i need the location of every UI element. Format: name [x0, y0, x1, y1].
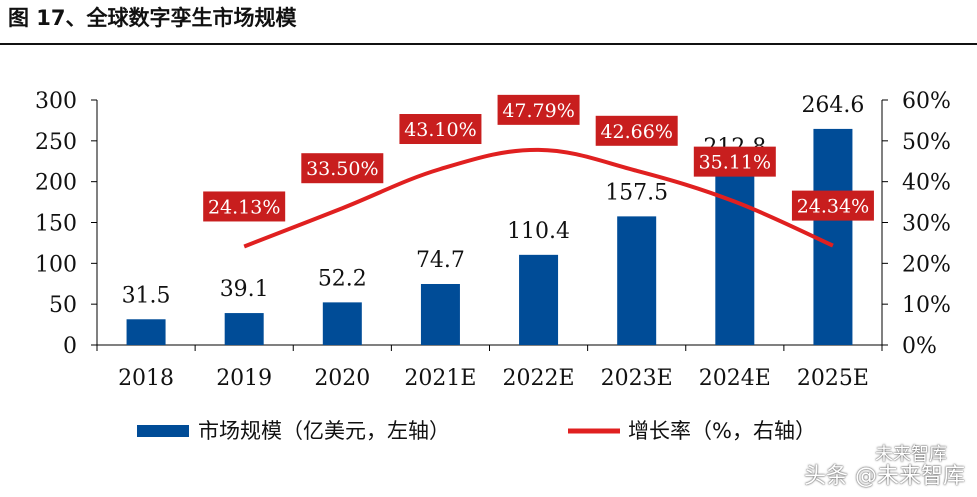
bar [322, 302, 362, 345]
bar-value-label: 74.7 [416, 248, 465, 273]
x-tick-label: 2019 [216, 366, 272, 391]
right-y-tick-label: 10% [902, 293, 951, 318]
bar-value-label: 110.4 [507, 219, 570, 244]
growth-label-box [399, 114, 482, 145]
bar-value-label: 157.5 [605, 180, 668, 205]
growth-line-series [243, 147, 834, 249]
watermark-main: 头条 @未来智库 [804, 464, 965, 489]
bar-value-label: 264.6 [801, 93, 864, 118]
bar-value-label: 31.5 [122, 283, 171, 308]
growth-line [243, 147, 834, 249]
growth-label-text: 47.79% [502, 100, 574, 122]
x-tick-label: 2020 [314, 366, 370, 391]
x-tick-label: 2018 [118, 366, 174, 391]
bar [420, 283, 460, 345]
left-y-tick-label: 0 [63, 334, 77, 359]
growth-label-box [693, 146, 776, 177]
growth-label-box [595, 115, 678, 146]
bar [224, 313, 264, 345]
growth-label-text: 43.10% [404, 119, 476, 141]
growth-label-box [301, 153, 384, 184]
left-y-tick-label: 200 [35, 171, 77, 196]
growth-label: 47.79% [497, 94, 580, 125]
growth-label: 35.11% [693, 146, 776, 177]
right-y-tick-label: 40% [902, 171, 951, 196]
x-tick-label: 2022E [503, 366, 575, 391]
growth-label-text: 33.50% [306, 158, 378, 180]
chart-axes: 0 50 100 150 200 250 300 0% 10% 20% 30% 40% 50% 60% [35, 89, 951, 359]
growth-label-box [791, 190, 874, 221]
watermark-top: 未来智库 [875, 444, 947, 465]
right-y-tick-label: 60% [902, 89, 951, 114]
left-y-tick-label: 100 [35, 252, 77, 277]
bar [519, 254, 559, 345]
legend-label-line: 增长率（%，右轴） [628, 419, 816, 443]
growth-label-box [497, 94, 580, 125]
page-title: 图 17、全球数字孪生市场规模 [8, 6, 297, 30]
growth-label-text: 24.34% [797, 196, 869, 218]
x-tick-label: 2024E [699, 366, 771, 391]
x-tick-label: 2023E [601, 366, 673, 391]
left-y-tick-label: 150 [35, 212, 77, 237]
legend-item-line: 增长率（%，右轴） [568, 419, 816, 443]
right-y-tick-label: 0% [902, 334, 937, 359]
left-y-tick-label: 50 [49, 293, 77, 318]
bar-value-label: 39.1 [220, 277, 269, 302]
x-tick-label: 2021E [404, 366, 476, 391]
bar [813, 128, 853, 345]
right-y-tick-label: 50% [902, 130, 951, 155]
x-axis-tick-labels: 2018 2019 2020 2021E 2022E 2023E 2024E 2025E [118, 366, 869, 391]
bar-value-label: 52.2 [318, 266, 367, 291]
growth-label-box [203, 191, 286, 222]
growth-label: 42.66% [595, 115, 678, 146]
growth-label: 24.13% [203, 191, 286, 222]
growth-label-text: 42.66% [600, 121, 672, 143]
chart-legend: 市场规模（亿美元，左轴） 增长率（%，右轴） [137, 419, 816, 443]
growth-value-labels: 24.13% 33.50% 43.10% 47.79% 42.66% 35.11% 24.3… [203, 94, 874, 222]
left-y-tick-label: 300 [35, 89, 77, 114]
title-divider [0, 43, 977, 45]
growth-label-text: 24.13% [208, 196, 280, 218]
right-y-tick-label: 20% [902, 252, 951, 277]
growth-label: 24.34% [791, 190, 874, 221]
legend-label-bar: 市场规模（亿美元，左轴） [198, 419, 450, 443]
right-y-tick-label: 30% [902, 212, 951, 237]
growth-label-text: 35.11% [699, 152, 771, 174]
growth-label: 43.10% [399, 114, 482, 145]
bar-series [126, 128, 853, 345]
bar [126, 319, 166, 345]
legend-item-bar: 市场规模（亿美元，左轴） [137, 419, 450, 443]
x-tick-label: 2025E [797, 366, 869, 391]
left-y-tick-label: 250 [35, 130, 77, 155]
bar [617, 216, 657, 345]
growth-label: 33.50% [301, 153, 384, 184]
legend-swatch-bar [137, 425, 189, 437]
